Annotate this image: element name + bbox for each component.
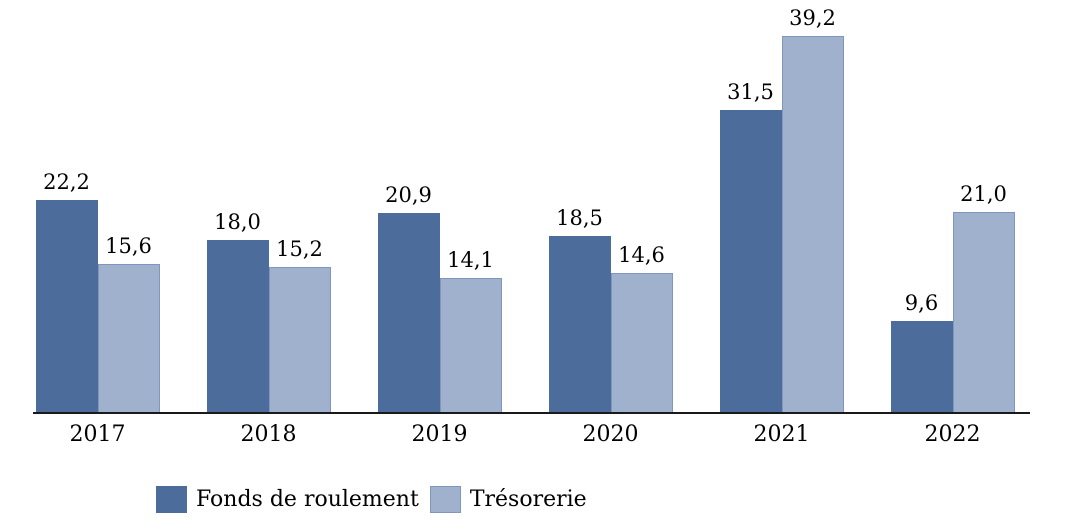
bar-tresorerie-2018 [268, 267, 331, 414]
legend-swatch-fonds-de-roulement [156, 486, 187, 513]
legend-swatch-tresorerie [429, 486, 461, 513]
value-label-tresorerie-2021: 39,2 [789, 6, 836, 30]
chart-legend: Fonds de roulement Trésorerie [156, 486, 587, 513]
x-axis-tick-label-2018: 2018 [240, 422, 297, 447]
value-label-fonds-de-roulement-2020: 18,5 [556, 206, 603, 230]
bar-tresorerie-2022 [952, 212, 1015, 414]
legend-item-tresorerie: Trésorerie [429, 486, 587, 513]
bar-fonds-de-roulement-2019 [377, 213, 440, 414]
value-label-tresorerie-2017: 15,6 [105, 234, 152, 258]
x-axis-line [33, 412, 1030, 414]
value-label-tresorerie-2019: 14,1 [447, 248, 494, 272]
value-label-tresorerie-2018: 15,2 [276, 237, 323, 261]
value-label-fonds-de-roulement-2022: 9,6 [904, 291, 939, 315]
value-label-tresorerie-2020: 14,6 [618, 243, 665, 267]
bar-fonds-de-roulement-2021 [719, 110, 782, 414]
x-axis-tick-label-2022: 2022 [924, 422, 981, 447]
x-axis-tick-label-2017: 2017 [69, 422, 126, 447]
x-axis-tick-label-2019: 2019 [411, 422, 468, 447]
bar-fonds-de-roulement-2018 [206, 240, 269, 414]
value-label-tresorerie-2022: 21,0 [960, 182, 1007, 206]
x-axis-tick-label-2020: 2020 [582, 422, 639, 447]
bar-fonds-de-roulement-2022 [890, 321, 953, 414]
bar-tresorerie-2019 [439, 278, 502, 414]
bar-tresorerie-2021 [781, 36, 844, 414]
bar-tresorerie-2020 [610, 273, 673, 414]
bar-fonds-de-roulement-2017 [35, 200, 98, 414]
legend-label-fonds-de-roulement: Fonds de roulement [196, 487, 419, 512]
bar-tresorerie-2017 [97, 264, 160, 414]
value-label-fonds-de-roulement-2021: 31,5 [727, 80, 774, 104]
bar-fonds-de-roulement-2020 [548, 236, 611, 414]
x-axis-tick-label-2021: 2021 [753, 422, 810, 447]
value-label-fonds-de-roulement-2019: 20,9 [385, 183, 432, 207]
value-label-fonds-de-roulement-2017: 22,2 [43, 170, 90, 194]
legend-label-tresorerie: Trésorerie [469, 487, 587, 512]
legend-item-fonds-de-roulement: Fonds de roulement [156, 486, 419, 513]
value-label-fonds-de-roulement-2018: 18,0 [214, 210, 261, 234]
plot-area: 22,2 15,6 18,0 15,2 20,9 14,1 18,5 14,6 31,5 39,2… [35, 6, 1015, 414]
